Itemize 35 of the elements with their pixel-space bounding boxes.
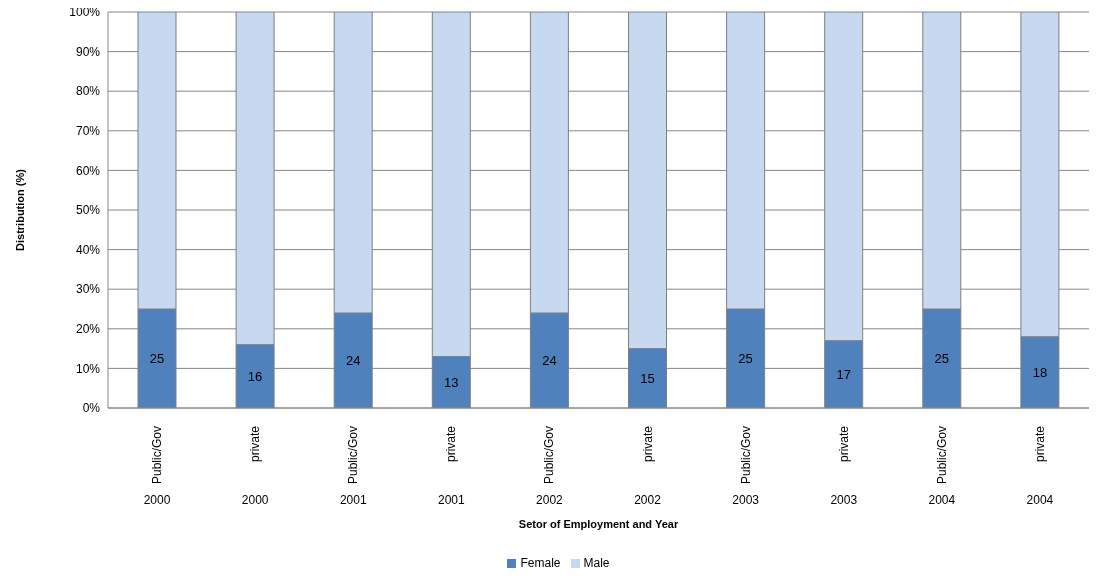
y-axis-title: Distribution (%) xyxy=(13,168,26,251)
y-tick-label: 100% xyxy=(69,5,101,20)
data-label: 25 xyxy=(738,351,753,367)
y-tick-label: 30% xyxy=(75,282,101,297)
x-tick-label: Public/Gov 2003 xyxy=(732,426,760,507)
legend-label: Male xyxy=(583,556,610,570)
x-axis-title: Setor of Employment and Year xyxy=(518,518,679,530)
category-label: private 2001 xyxy=(438,426,465,507)
data-label: 25 xyxy=(149,351,165,367)
data-label: 18 xyxy=(1032,364,1048,380)
x-tick-label: Public/Gov 2002 xyxy=(536,426,564,507)
y-tick-label: 50% xyxy=(75,203,101,218)
data-label: 13 xyxy=(444,374,459,390)
category-label: private 2004 xyxy=(1026,426,1054,507)
y-tick-label: 20% xyxy=(75,322,101,337)
data-label: 16 xyxy=(247,368,263,384)
y-tick-label: 10% xyxy=(75,361,101,376)
y-tick-label: 70% xyxy=(75,124,101,139)
x-tick-label: Public/Gov 2004 xyxy=(928,426,956,507)
data-label: 24 xyxy=(345,353,361,369)
y-tick-label: 80% xyxy=(75,84,101,99)
data-label: 24 xyxy=(542,353,557,369)
data-label: 15 xyxy=(640,370,655,386)
legend-label: Female xyxy=(520,556,561,570)
category-label: private 2003 xyxy=(830,426,858,507)
x-tick-label: Public/Gov 2001 xyxy=(339,426,367,507)
y-tick-label: 40% xyxy=(75,242,101,257)
category-label: private 2002 xyxy=(634,426,661,507)
data-label: 17 xyxy=(836,366,851,382)
y-tick-label: 0% xyxy=(82,401,101,416)
data-label: 25 xyxy=(934,351,950,367)
x-tick-label: Public/Gov 2000 xyxy=(143,426,171,507)
y-tick-label: 60% xyxy=(75,163,101,178)
y-tick-label: 90% xyxy=(75,44,101,59)
category-label: private 2000 xyxy=(241,426,269,507)
